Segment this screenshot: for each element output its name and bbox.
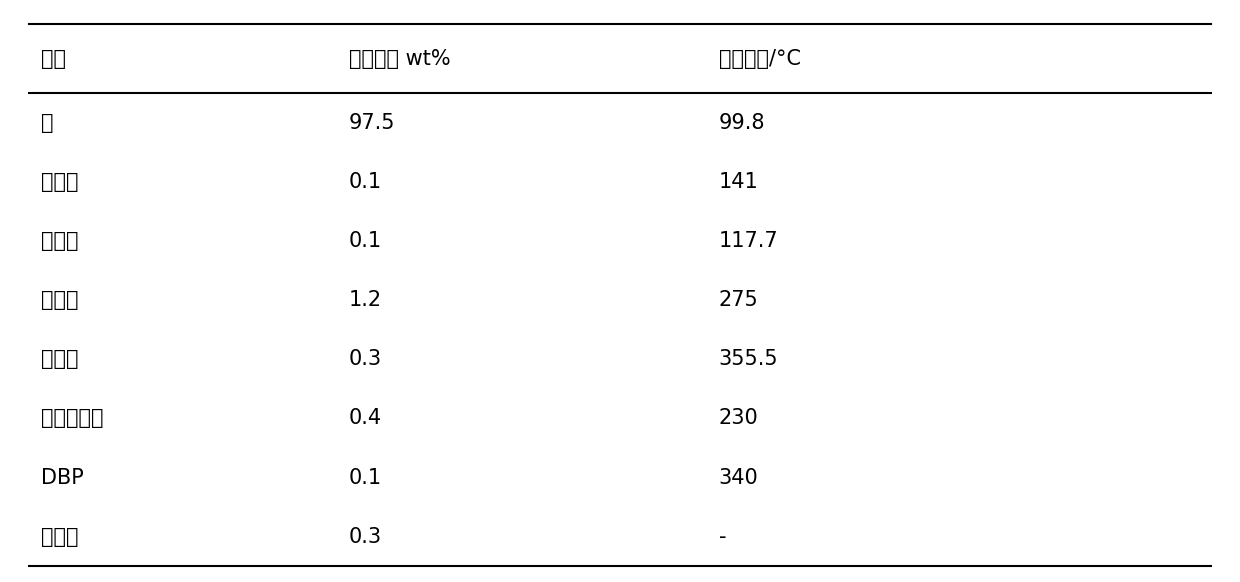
Text: 97.5: 97.5 [348, 113, 396, 133]
Text: 340: 340 [718, 467, 759, 488]
Text: 99.8: 99.8 [718, 113, 765, 133]
Text: -: - [718, 527, 727, 546]
Text: 水: 水 [41, 113, 53, 133]
Text: 组分: 组分 [41, 49, 66, 69]
Text: 邻苯二甲酸: 邻苯二甲酸 [41, 409, 104, 428]
Text: 0.3: 0.3 [348, 349, 382, 370]
Text: 富马酸: 富马酸 [41, 349, 78, 370]
Text: 0.1: 0.1 [348, 172, 382, 192]
Text: 355.5: 355.5 [718, 349, 779, 370]
Text: 0.4: 0.4 [348, 409, 382, 428]
Text: 275: 275 [718, 290, 759, 310]
Text: 1.2: 1.2 [348, 290, 382, 310]
Text: 马来酸: 马来酸 [41, 290, 78, 310]
Text: 常压沸点/°C: 常压沸点/°C [718, 49, 801, 69]
Text: DBP: DBP [41, 467, 84, 488]
Text: 0.1: 0.1 [348, 231, 382, 251]
Text: 0.3: 0.3 [348, 527, 382, 546]
Text: 丙烯酸: 丙烯酸 [41, 172, 78, 192]
Text: 0.1: 0.1 [348, 467, 382, 488]
Text: 117.7: 117.7 [718, 231, 779, 251]
Text: 141: 141 [718, 172, 759, 192]
Text: 230: 230 [718, 409, 759, 428]
Text: 质量含量 wt%: 质量含量 wt% [348, 49, 450, 69]
Text: 正丁醇: 正丁醇 [41, 231, 78, 251]
Text: 有机物: 有机物 [41, 527, 78, 546]
